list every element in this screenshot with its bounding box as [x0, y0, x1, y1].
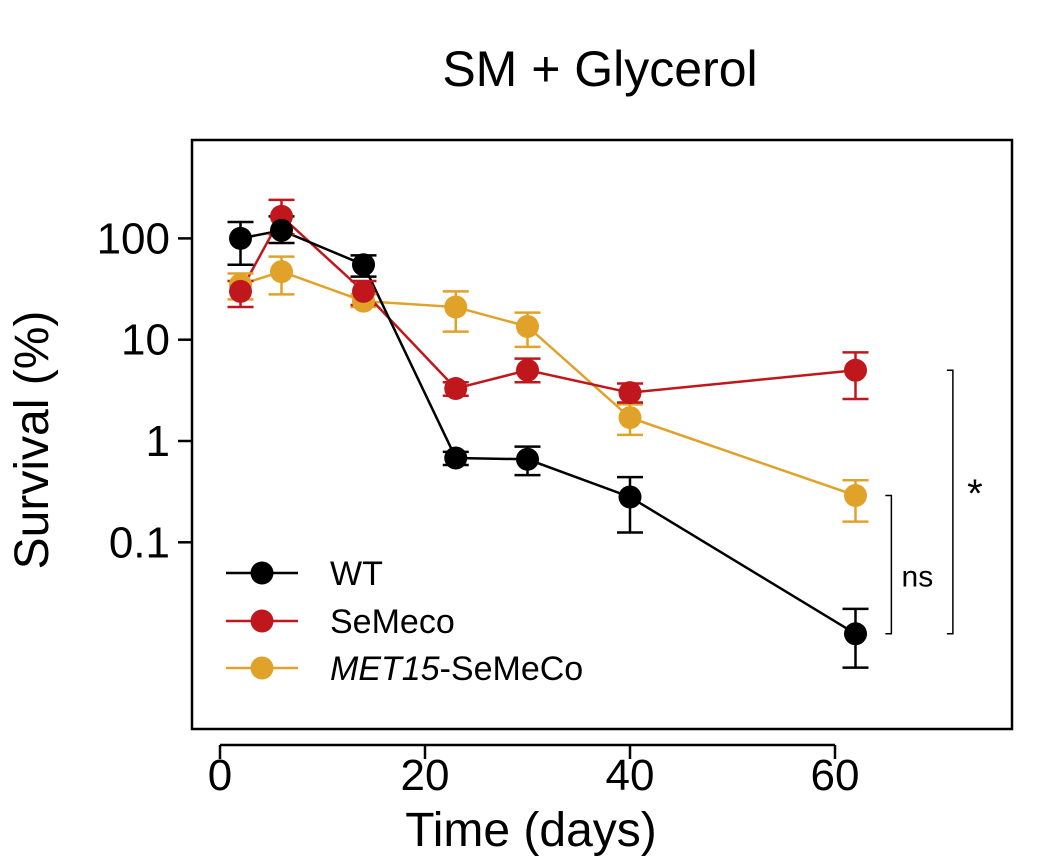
data-point-wt	[844, 622, 867, 646]
significance-bracket	[946, 369, 954, 635]
data-point-wt	[444, 446, 468, 470]
y-axis: 100 10 1 0.1	[97, 214, 192, 567]
series-line-semeco	[239, 214, 856, 394]
data-point-met15-semeco	[516, 314, 539, 338]
data-point-wt	[270, 218, 293, 242]
legend-marker	[250, 609, 274, 633]
y-tick-label: 10	[121, 316, 170, 365]
series-line-met15-semeco	[240, 270, 856, 497]
y-tick-label: 100	[97, 214, 170, 263]
legend-label: MET15-SeMeCo	[330, 650, 583, 688]
data-point-semeco	[444, 376, 468, 400]
x-axis: 0 20 40 60	[208, 743, 860, 800]
data-point-wt	[352, 253, 375, 277]
y-axis-label: Survival (%)	[6, 311, 59, 570]
y-tick-label: 1	[146, 417, 170, 466]
data-point-met15-semeco	[270, 260, 293, 284]
x-tick-label: 20	[401, 751, 450, 800]
data-point-semeco	[516, 358, 539, 382]
legend-marker	[250, 656, 274, 680]
data-point-wt	[229, 226, 252, 250]
x-tick-label: 0	[208, 751, 232, 800]
x-tick-label: 40	[606, 751, 655, 800]
data-point-semeco	[352, 279, 375, 303]
legend: WT SeMeco MET15-SeMeCo	[226, 555, 583, 688]
chart-title: SM + Glycerol	[442, 41, 757, 97]
data-point-semeco	[229, 279, 252, 303]
data-point-wt	[618, 485, 642, 509]
x-tick-label: 60	[811, 751, 860, 800]
legend-label: WT	[330, 555, 383, 593]
annotation-layer: ns *	[885, 369, 983, 635]
series-layer	[227, 198, 869, 669]
significance-star: *	[967, 472, 983, 516]
data-point-met15-semeco	[618, 406, 642, 430]
data-point-met15-semeco	[444, 295, 468, 319]
significance-bracket	[885, 494, 893, 635]
legend-label: SeMeco	[330, 603, 455, 641]
data-point-semeco	[618, 381, 642, 405]
plot-frame	[190, 138, 1014, 731]
data-point-wt	[516, 447, 539, 471]
legend-label-italic: MET15	[330, 650, 440, 688]
data-point-semeco	[844, 358, 867, 382]
significance-ns: ns	[902, 561, 934, 594]
x-axis-label: Time (days)	[405, 804, 657, 857]
data-point-met15-semeco	[844, 483, 867, 507]
legend-marker	[250, 561, 274, 585]
legend-label-rest: -SeMeCo	[440, 650, 584, 688]
y-tick-label: 0.1	[109, 518, 170, 567]
